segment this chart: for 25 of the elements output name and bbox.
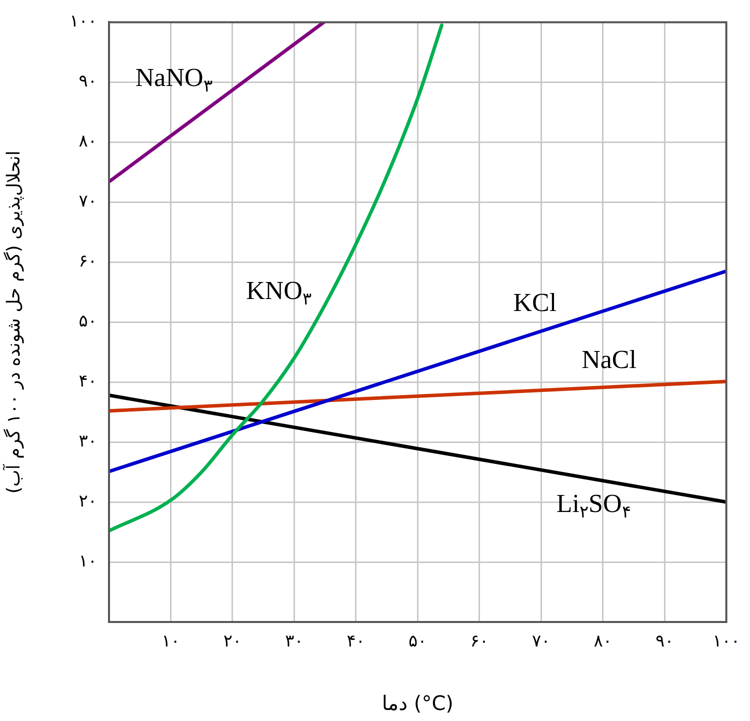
y-axis-title: انحلال‌پذیری (گرم حل شونده در ۱۰۰ گرم آب) [2,150,24,494]
y-tick-label: ۱۰۰ [70,12,97,32]
x-tick-label: ۸۰ [594,632,612,652]
series-label: KCl [513,288,557,317]
x-tick-label: ۶۰ [470,632,489,652]
y-tick-label: ۲۰ [78,491,97,512]
y-tick-label: ۵۰ [78,312,97,332]
y-tick-label: ۱۰ [78,551,97,572]
x-tick-label: ۲۰ [223,632,242,652]
x-axis-title: دما (°C) [382,691,454,716]
x-tick-label: ۴۰ [346,632,366,652]
x-tick-label: ۵۰ [408,632,427,652]
y-tick-label: ۹۰ [78,72,97,92]
y-tick-label: ۳۰ [78,431,97,452]
series-label: NaCl [582,344,636,374]
y-tick-label: ۷۰ [78,192,97,212]
y-tick-label: ۴۰ [78,372,97,392]
x-tick-label: ۱۰۰ [712,632,740,652]
x-tick-label: ۱۰ [162,632,180,652]
y-tick-label: ۸۰ [78,132,97,152]
line-series [109,23,444,533]
x-tick-label: ۹۰ [655,632,674,652]
y-tick-label: ۶۰ [78,252,97,272]
x-tick-label: ۳۰ [285,632,304,652]
x-tick-label: ۷۰ [532,632,550,652]
